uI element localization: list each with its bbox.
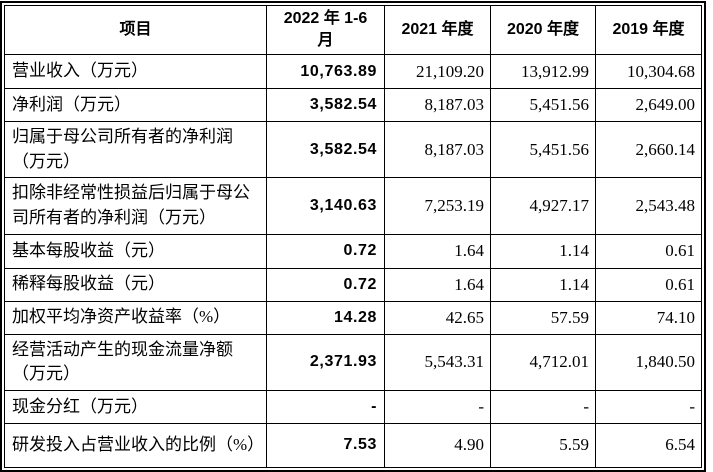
value-cell: 5.59 (490, 422, 596, 468)
value-cell: 5,451.56 (490, 88, 596, 122)
value-cell: 74.10 (595, 300, 702, 335)
value-cell: - (266, 389, 385, 424)
value-cell: 0.61 (595, 267, 702, 302)
value-cell: 7,253.19 (384, 177, 491, 235)
value-cell: 8,187.03 (384, 88, 491, 122)
value-cell: 57.59 (490, 300, 596, 335)
value-cell: 2,660.14 (595, 120, 702, 179)
table-row: 营业收入（万元） 10,763.89 21,109.20 13,912.99 10,30… (4, 54, 702, 89)
value-cell: 1.14 (490, 233, 596, 269)
value-cell: 1.64 (384, 267, 491, 302)
header-cell: 2020 年度 (490, 5, 596, 55)
value-cell: 3,140.63 (266, 177, 385, 235)
row-label: 基本每股收益（元） (4, 233, 267, 269)
table-row: 研发投入占营业收入的比例（%） 7.53 4.90 5.59 6.54 (4, 422, 702, 468)
value-cell: 1,840.50 (595, 333, 702, 391)
value-cell: 10,304.68 (595, 54, 702, 89)
value-cell: - (384, 389, 491, 424)
value-cell: 5,543.31 (384, 333, 491, 391)
value-cell: 1.64 (384, 233, 491, 269)
table-row: 现金分红（万元） - - - - (4, 389, 702, 424)
header-cell: 2022 年 1-6 月 (266, 5, 385, 55)
row-label: 现金分红（万元） (4, 389, 267, 424)
table-row: 基本每股收益（元） 0.72 1.64 1.14 0.61 (4, 233, 702, 269)
value-cell: 42.65 (384, 300, 491, 335)
row-label: 营业收入（万元） (4, 54, 267, 89)
value-cell: - (490, 389, 596, 424)
row-label: 加权平均净资产收益率（%） (4, 300, 267, 335)
value-cell: 6.54 (595, 422, 702, 468)
table-header-row: 项目 2022 年 1-6 月 2021 年度 2020 年度 2019 年度 (4, 5, 702, 55)
key-financials-table: 项目 2022 年 1-6 月 2021 年度 2020 年度 2019 年度 营业收入… (4, 5, 702, 468)
value-cell: 4,712.01 (490, 333, 596, 391)
table-row: 经营活动产生的现金流量净额（万元） 2,371.93 5,543.31 4,712.0… (4, 333, 702, 391)
value-cell: 2,543.48 (595, 177, 702, 235)
value-cell: 14.28 (266, 300, 385, 335)
value-cell: 4.90 (384, 422, 491, 468)
value-cell: 4,927.17 (490, 177, 596, 235)
value-cell: 1.14 (490, 267, 596, 302)
table-row: 净利润（万元） 3,582.54 8,187.03 5,451.56 2,649.00 (4, 88, 702, 122)
row-label: 经营活动产生的现金流量净额（万元） (4, 333, 267, 391)
row-label: 稀释每股收益（元） (4, 267, 267, 302)
value-cell: - (595, 389, 702, 424)
value-cell: 8,187.03 (384, 120, 491, 179)
value-cell: 0.61 (595, 233, 702, 269)
value-cell: 21,109.20 (384, 54, 491, 89)
header-cell: 2019 年度 (595, 5, 702, 55)
value-cell: 3,582.54 (266, 88, 385, 122)
row-label: 扣除非经常性损益后归属于母公司所有者的净利润（万元） (4, 177, 267, 235)
value-cell: 5,451.56 (490, 120, 596, 179)
table-row: 扣除非经常性损益后归属于母公司所有者的净利润（万元） 3,140.63 7,253.… (4, 177, 702, 235)
row-label: 研发投入占营业收入的比例（%） (4, 422, 267, 468)
row-label: 净利润（万元） (4, 88, 267, 122)
value-cell: 0.72 (266, 233, 385, 269)
row-label: 归属于母公司所有者的净利润（万元） (4, 120, 267, 179)
value-cell: 7.53 (266, 422, 385, 468)
value-cell: 13,912.99 (490, 54, 596, 89)
value-cell: 2,649.00 (595, 88, 702, 122)
value-cell: 0.72 (266, 267, 385, 302)
value-cell: 3,582.54 (266, 120, 385, 179)
table-row: 稀释每股收益（元） 0.72 1.64 1.14 0.61 (4, 267, 702, 302)
table-row: 归属于母公司所有者的净利润（万元） 3,582.54 8,187.03 5,451.5… (4, 120, 702, 179)
table-row: 加权平均净资产收益率（%） 14.28 42.65 57.59 74.10 (4, 300, 702, 335)
header-cell: 2021 年度 (384, 5, 491, 55)
value-cell: 2,371.93 (266, 333, 385, 391)
value-cell: 10,763.89 (266, 54, 385, 89)
header-cell: 项目 (4, 5, 267, 55)
